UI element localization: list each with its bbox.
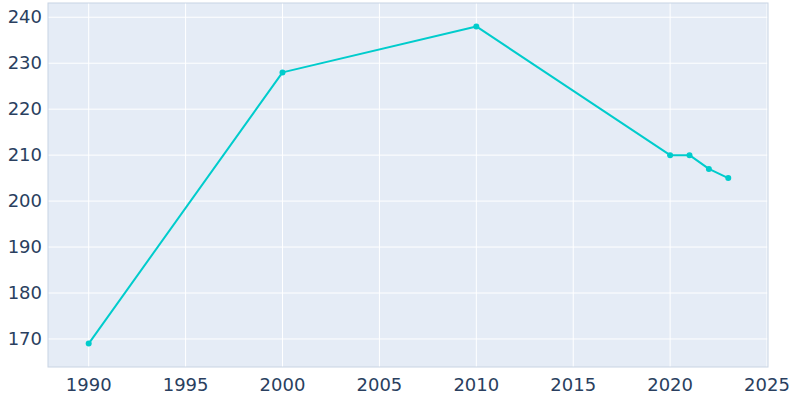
point — [280, 69, 286, 75]
x-tick-label: 1990 — [66, 374, 112, 395]
y-grid-line — [48, 17, 768, 18]
y-tick-label: 180 — [8, 282, 42, 303]
x-grid-line — [476, 3, 477, 367]
y-tick-label: 220 — [8, 98, 42, 119]
y-grid-line — [48, 293, 768, 294]
y-tick-label: 210 — [8, 144, 42, 165]
y-grid-line — [48, 247, 768, 248]
y-grid-line — [48, 155, 768, 156]
chart-container: 170 180 190 200 210 220 230 240 1990 1995 2000 2005… — [0, 0, 800, 400]
x-tick-label: 2015 — [550, 374, 596, 395]
line — [89, 26, 729, 343]
x-grid-line — [282, 3, 283, 367]
x-grid-line — [767, 3, 768, 367]
x-tick-label: 2000 — [260, 374, 306, 395]
point — [687, 152, 693, 158]
plot-background — [48, 3, 768, 367]
x-tick-label: 2025 — [744, 374, 790, 395]
x-tick-label: 2005 — [357, 374, 403, 395]
y-tick-label: 200 — [8, 190, 42, 211]
point — [86, 341, 92, 347]
y-tick-label: 240 — [8, 6, 42, 27]
tick-labels: 170 180 190 200 210 220 230 240 1990 1995 2000 2005… — [8, 6, 790, 395]
x-tick-label: 2010 — [453, 374, 499, 395]
x-tick-label: 1995 — [163, 374, 209, 395]
y-grid-line — [48, 109, 768, 110]
series — [86, 23, 732, 346]
point — [706, 166, 712, 172]
x-grid-line — [670, 3, 671, 367]
point — [473, 23, 479, 29]
y-grid-line — [48, 338, 768, 339]
y-grid-line — [48, 63, 768, 64]
y-tick-label: 230 — [8, 52, 42, 73]
y-tick-label: 170 — [8, 328, 42, 349]
y-tick-label: 190 — [8, 236, 42, 257]
plot-frame — [48, 3, 768, 367]
grid — [48, 3, 768, 367]
x-grid-line — [379, 3, 380, 367]
x-grid-line — [573, 3, 574, 367]
x-tick-label: 2020 — [647, 374, 693, 395]
point — [667, 152, 673, 158]
point — [725, 175, 731, 181]
y-grid-line — [48, 201, 768, 202]
x-grid-line — [185, 3, 186, 367]
chart: 170 180 190 200 210 220 230 240 1990 1995 2000 2005… — [0, 0, 800, 400]
x-grid-line — [88, 3, 89, 367]
